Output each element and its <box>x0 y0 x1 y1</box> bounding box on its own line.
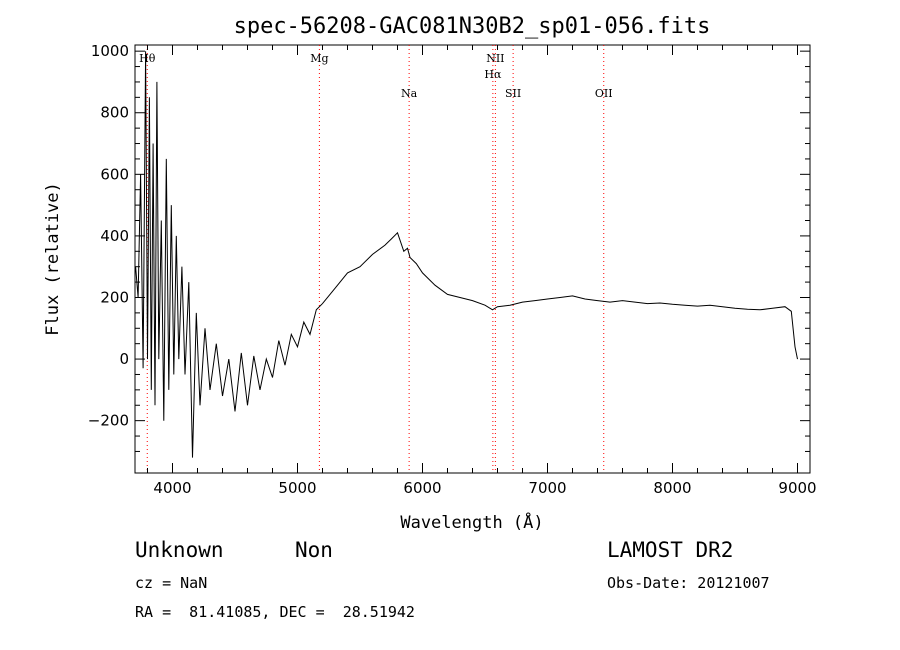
marker-label: Mg <box>310 52 328 65</box>
y-tick-label: 0 <box>119 350 129 368</box>
y-tick-label: 600 <box>100 165 129 183</box>
y-tick-label: 1000 <box>91 42 129 60</box>
axis-ticks: 4000 5000 6000 7000 8000 9000 −200 0 200 400 600 80… <box>88 42 817 497</box>
x-tick-label: 9000 <box>778 479 816 497</box>
x-tick-label: 6000 <box>403 479 441 497</box>
spectrum-line <box>135 51 798 458</box>
x-axis-label: Wavelength (Å) <box>400 511 543 533</box>
marker-label: Na <box>401 87 418 100</box>
marker-label: NII <box>486 52 504 65</box>
y-tick-label: 800 <box>100 104 129 122</box>
marker-label: Hθ <box>139 52 156 65</box>
marker-label: Hα <box>484 68 502 81</box>
object-subclass: Non <box>295 538 333 562</box>
y-tick-label: 200 <box>100 288 129 306</box>
marker-label: OII <box>595 87 613 100</box>
x-tick-label: 5000 <box>278 479 316 497</box>
redshift-cz: cz = NaN <box>135 574 208 592</box>
y-tick-label: −200 <box>88 412 129 430</box>
spectrum-series <box>135 51 798 458</box>
y-tick-label: 400 <box>100 227 129 245</box>
x-tick-label: 7000 <box>528 479 566 497</box>
y-axis-label: Flux (relative) <box>43 182 63 336</box>
chart-title: spec-56208-GAC081N30B2_sp01-056.fits <box>234 14 711 39</box>
observation-date: Obs-Date: 20121007 <box>607 574 770 592</box>
x-tick-label: 8000 <box>653 479 691 497</box>
object-class: Unknown <box>135 538 224 562</box>
x-tick-label: 4000 <box>153 479 191 497</box>
ra-dec-coordinates: RA = 81.41085, DEC = 28.51942 <box>135 603 415 621</box>
survey-name: LAMOST DR2 <box>607 538 734 562</box>
marker-label: SII <box>505 87 521 100</box>
plot-frame <box>134 44 811 474</box>
